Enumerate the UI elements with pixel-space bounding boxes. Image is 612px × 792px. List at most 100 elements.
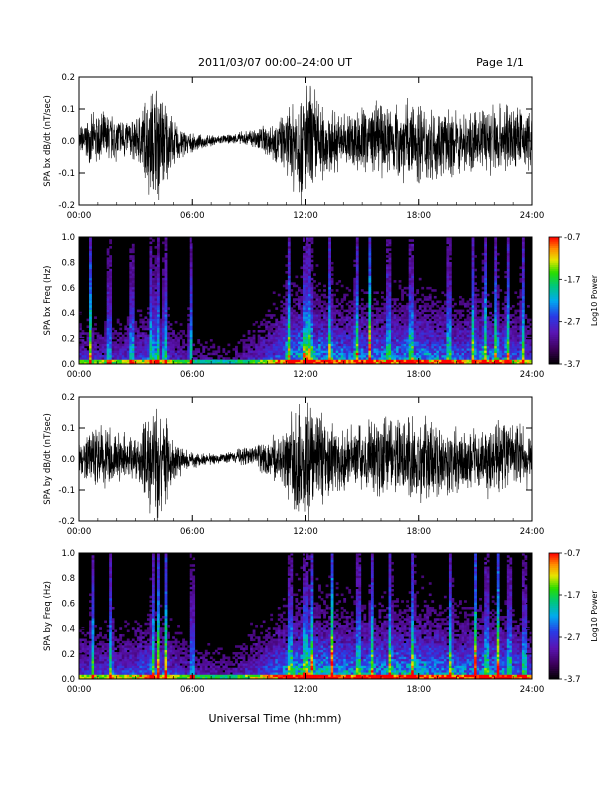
panel-2-cell [481, 300, 485, 304]
panel-2-cell [79, 339, 82, 342]
panel-2-cell [486, 318, 490, 322]
panel-2-cell [79, 352, 82, 356]
panel-2-cell [345, 348, 349, 351]
panel-2-cell [360, 320, 364, 324]
panel-2-cell [275, 343, 279, 347]
panel-2-colorbar-step [549, 239, 559, 242]
panel-2-cell [484, 332, 487, 335]
panel-2-cell [401, 354, 404, 358]
panel-2-cell [408, 261, 412, 265]
panel-2-cell [363, 345, 367, 349]
panel-2-cell [448, 273, 452, 276]
panel-2-cell [398, 316, 402, 319]
panel-2-cell [290, 348, 294, 351]
panel-2-cell [313, 348, 316, 351]
panel-2-cell [416, 291, 420, 294]
panel-2-cell [365, 302, 369, 306]
panel-2-cell [413, 348, 417, 351]
panel-2-cell [504, 343, 508, 347]
panel-2-cell [106, 271, 110, 274]
panel-2-cell [164, 334, 168, 338]
panel-2-cell [368, 332, 372, 335]
panel-2-cell [401, 305, 404, 308]
panel-2-cell [521, 339, 525, 342]
panel-2-cell [416, 359, 420, 363]
panel-2-cell [315, 302, 319, 306]
panel-2-cell [471, 284, 475, 288]
panel-2-cell [431, 325, 435, 329]
panel-2-cell [285, 359, 289, 363]
panel-2-cell [318, 316, 321, 319]
panel-2-cell [340, 334, 344, 338]
panel-2-cell [443, 332, 447, 335]
panel-2-cell [189, 273, 193, 276]
panel-2-cell [151, 359, 155, 363]
panel-2-cell [182, 329, 185, 333]
panel-2-cell [265, 323, 269, 326]
panel-2-cell [453, 352, 457, 356]
panel-2-cell [370, 334, 374, 338]
panel-2-cell [172, 354, 175, 358]
panel-2-cell [459, 316, 462, 319]
panel-2-cell [318, 329, 321, 333]
panel-2-cell [340, 329, 344, 333]
panel-2-cell [378, 350, 382, 353]
panel-2-cell [109, 246, 113, 249]
panel-2-cell [300, 354, 304, 358]
panel-2-cell [290, 334, 294, 338]
panel-2-cell [325, 361, 329, 365]
panel-2-cell [501, 325, 505, 329]
panel-2-cell [471, 248, 475, 251]
panel-2-cell [383, 348, 387, 351]
panel-2-cell [146, 327, 150, 331]
panel-2-cell [431, 345, 435, 349]
panel-2-cell [388, 316, 392, 319]
panel-2-cell [305, 318, 309, 322]
panel-2-cell [287, 239, 291, 242]
panel-2-cell [124, 357, 128, 360]
panel-2-cell [151, 329, 155, 333]
panel-2-cell [295, 336, 299, 340]
panel-2-cell [391, 341, 394, 344]
panel-2-cell [121, 336, 125, 340]
panel-2-cell [325, 302, 329, 306]
panel-2-cell [217, 354, 221, 358]
panel-2-cell [131, 273, 135, 276]
panel-2-cell [388, 293, 392, 297]
panel-2-cell [438, 318, 442, 322]
panel-2-cell [151, 305, 155, 308]
panel-2-cell [109, 284, 113, 288]
panel-2-cell [438, 354, 442, 358]
panel-2-colorbar-step [549, 262, 559, 265]
panel-2-cell [129, 298, 133, 301]
panel-2-cell [242, 352, 246, 356]
panel-2-cell [403, 329, 407, 333]
panel-2-cell [386, 350, 389, 353]
panel-2-cell [99, 348, 102, 351]
panel-2-cell [292, 352, 296, 356]
panel-2-cell [149, 343, 153, 347]
panel-2-cell [456, 309, 460, 313]
panel-2-cell [323, 329, 326, 333]
panel-2-cell [237, 341, 241, 344]
panel-2-cell [164, 248, 168, 251]
panel-2-cell [141, 320, 145, 324]
panel-2-cell [431, 361, 435, 365]
panel-2-cell [391, 350, 394, 353]
panel-2-cell [391, 343, 394, 347]
panel-2-cell [157, 252, 160, 256]
panel-2-cell [323, 323, 326, 326]
panel-2-cell [328, 332, 331, 335]
panel-2-cell [496, 359, 500, 363]
panel-2-cell [106, 309, 110, 313]
panel-2-cell [521, 311, 525, 315]
panel-2-cell [159, 318, 163, 322]
panel-2-cell [431, 332, 435, 335]
panel-2-cell [343, 295, 347, 299]
panel-2-cell [227, 357, 231, 360]
panel-2-cell [308, 359, 311, 363]
panel-2-cell [335, 300, 339, 304]
panel-2-cell [436, 314, 440, 317]
panel-2-cell [313, 302, 316, 306]
panel-2-cell [368, 329, 372, 333]
